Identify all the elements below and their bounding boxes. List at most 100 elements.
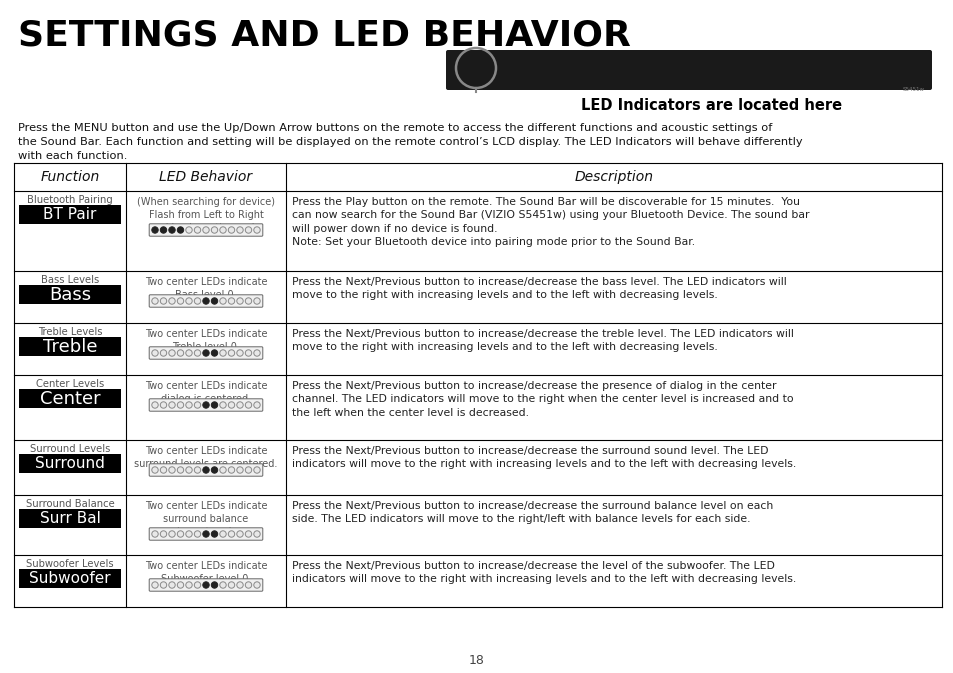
FancyBboxPatch shape xyxy=(149,464,262,476)
Text: LED Indicators are located here: LED Indicators are located here xyxy=(580,98,841,114)
Circle shape xyxy=(194,467,200,473)
Circle shape xyxy=(203,467,209,473)
Circle shape xyxy=(253,531,260,537)
FancyBboxPatch shape xyxy=(149,579,262,591)
Circle shape xyxy=(152,467,158,473)
Circle shape xyxy=(152,227,158,234)
Circle shape xyxy=(211,350,217,356)
Circle shape xyxy=(219,227,226,234)
Circle shape xyxy=(186,402,192,409)
Circle shape xyxy=(169,350,175,356)
Circle shape xyxy=(160,350,167,356)
Circle shape xyxy=(177,581,184,588)
Text: Two center LEDs indicate
Treble level 0.: Two center LEDs indicate Treble level 0. xyxy=(145,329,267,352)
Circle shape xyxy=(219,531,226,537)
Text: LED Behavior: LED Behavior xyxy=(159,170,253,184)
Text: Treble Levels: Treble Levels xyxy=(38,327,102,337)
Text: Press the Next/Previous button to increase/decrease the presence of dialog in th: Press the Next/Previous button to increa… xyxy=(292,381,793,418)
Circle shape xyxy=(211,581,217,588)
Circle shape xyxy=(253,227,260,234)
Circle shape xyxy=(177,467,184,473)
Circle shape xyxy=(169,227,175,234)
Circle shape xyxy=(245,402,252,409)
Circle shape xyxy=(177,402,184,409)
Circle shape xyxy=(177,531,184,537)
Circle shape xyxy=(203,227,209,234)
Text: 18: 18 xyxy=(469,653,484,666)
Text: Bass Levels: Bass Levels xyxy=(41,275,99,285)
Circle shape xyxy=(186,467,192,473)
Circle shape xyxy=(152,350,158,356)
Circle shape xyxy=(152,531,158,537)
Circle shape xyxy=(203,402,209,409)
FancyBboxPatch shape xyxy=(19,285,121,304)
Circle shape xyxy=(211,402,217,409)
Circle shape xyxy=(236,297,243,304)
Circle shape xyxy=(236,531,243,537)
Circle shape xyxy=(194,581,200,588)
Text: Two center LEDs indicate
surround balance
is centered.: Two center LEDs indicate surround balanc… xyxy=(145,501,267,536)
Circle shape xyxy=(219,297,226,304)
Circle shape xyxy=(219,402,226,409)
Text: Description: Description xyxy=(574,170,653,184)
Circle shape xyxy=(169,531,175,537)
Circle shape xyxy=(236,227,243,234)
Circle shape xyxy=(160,402,167,409)
Text: Surr Bal: Surr Bal xyxy=(39,511,100,526)
Text: Bluetooth Pairing: Bluetooth Pairing xyxy=(27,195,112,205)
Circle shape xyxy=(186,350,192,356)
Circle shape xyxy=(245,531,252,537)
Text: Press the Next/Previous button to increase/decrease the surround balance level o: Press the Next/Previous button to increa… xyxy=(292,501,773,524)
Circle shape xyxy=(169,467,175,473)
Circle shape xyxy=(186,297,192,304)
FancyBboxPatch shape xyxy=(149,295,262,307)
Circle shape xyxy=(160,531,167,537)
FancyBboxPatch shape xyxy=(19,389,121,408)
Circle shape xyxy=(203,531,209,537)
Circle shape xyxy=(245,350,252,356)
Circle shape xyxy=(219,467,226,473)
FancyBboxPatch shape xyxy=(19,509,121,528)
Text: Center Levels: Center Levels xyxy=(36,379,104,389)
Circle shape xyxy=(245,227,252,234)
Circle shape xyxy=(236,581,243,588)
Circle shape xyxy=(186,227,192,234)
Text: Press the Next/Previous button to increase/decrease the level of the subwoofer. : Press the Next/Previous button to increa… xyxy=(292,561,796,584)
Circle shape xyxy=(203,297,209,304)
Circle shape xyxy=(228,297,234,304)
Circle shape xyxy=(236,467,243,473)
Circle shape xyxy=(211,227,217,234)
Circle shape xyxy=(228,467,234,473)
Circle shape xyxy=(152,297,158,304)
Circle shape xyxy=(169,581,175,588)
Circle shape xyxy=(219,581,226,588)
Circle shape xyxy=(228,402,234,409)
Circle shape xyxy=(211,467,217,473)
FancyBboxPatch shape xyxy=(149,347,262,359)
Circle shape xyxy=(211,531,217,537)
FancyBboxPatch shape xyxy=(149,224,262,236)
Circle shape xyxy=(236,402,243,409)
FancyBboxPatch shape xyxy=(19,337,121,356)
Text: Press the Play button on the remote. The Sound Bar will be discoverable for 15 m: Press the Play button on the remote. The… xyxy=(292,197,809,247)
Circle shape xyxy=(236,350,243,356)
Circle shape xyxy=(253,297,260,304)
Circle shape xyxy=(194,297,200,304)
Circle shape xyxy=(177,350,184,356)
Text: Treble: Treble xyxy=(43,337,97,355)
Circle shape xyxy=(228,350,234,356)
Circle shape xyxy=(194,531,200,537)
Text: Press the Next/Previous button to increase/decrease the treble level. The LED in: Press the Next/Previous button to increa… xyxy=(292,329,793,353)
Circle shape xyxy=(186,531,192,537)
Text: Two center LEDs indicate
surround levels are centered.: Two center LEDs indicate surround levels… xyxy=(134,446,277,469)
Text: Press the Next/Previous button to increase/decrease the surround sound level. Th: Press the Next/Previous button to increa… xyxy=(292,446,796,469)
Circle shape xyxy=(253,402,260,409)
Circle shape xyxy=(194,402,200,409)
Circle shape xyxy=(219,350,226,356)
Circle shape xyxy=(160,467,167,473)
Text: Press the MENU button and use the Up/Down Arrow buttons on the remote to access : Press the MENU button and use the Up/Dow… xyxy=(18,123,801,161)
Circle shape xyxy=(211,297,217,304)
FancyBboxPatch shape xyxy=(19,569,121,588)
Text: Subwoofer Levels: Subwoofer Levels xyxy=(26,559,113,569)
Text: Function: Function xyxy=(40,170,99,184)
